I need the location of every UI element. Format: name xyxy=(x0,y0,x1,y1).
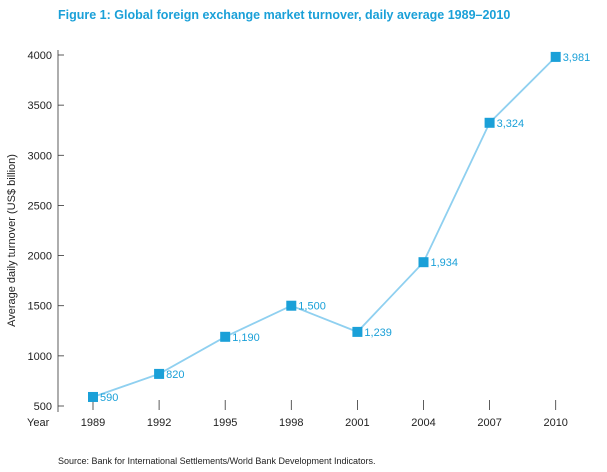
y-tick-label: 4000 xyxy=(28,50,52,62)
data-label: 1,239 xyxy=(364,327,392,339)
data-label: 820 xyxy=(166,369,184,381)
y-tick-label: 2500 xyxy=(28,200,52,212)
y-tick-label: 1000 xyxy=(28,351,52,363)
x-tick-label: 2010 xyxy=(543,417,567,429)
x-tick-label: 2004 xyxy=(411,417,435,429)
data-point xyxy=(88,391,98,402)
y-tick-label: 3500 xyxy=(28,100,52,112)
y-tick-label: 2000 xyxy=(28,251,52,263)
x-tick-label: 1995 xyxy=(213,417,237,429)
y-tick-label: 1500 xyxy=(28,301,52,313)
x-tick-label: 2007 xyxy=(477,417,501,429)
y-axis-title: Average daily turnover (US$ billion) xyxy=(6,154,18,327)
x-tick-label: 1998 xyxy=(279,417,303,429)
data-point xyxy=(220,331,231,342)
data-label: 1,934 xyxy=(431,257,459,269)
data-point xyxy=(418,257,429,268)
data-point xyxy=(154,368,165,379)
y-tick-label: 3000 xyxy=(28,150,52,162)
data-label: 3,981 xyxy=(563,52,591,64)
data-point xyxy=(484,117,495,128)
x-tick-label: 1992 xyxy=(147,417,171,429)
data-point xyxy=(286,300,297,311)
chart-title: Figure 1: Global foreign exchange market… xyxy=(58,8,511,22)
x-tick-label: 2001 xyxy=(345,417,369,429)
y-tick-label: 500 xyxy=(34,401,52,413)
data-label: 1,190 xyxy=(232,332,260,344)
data-point xyxy=(352,326,363,337)
x-tick-label: 1989 xyxy=(81,417,105,429)
data-point xyxy=(550,51,561,62)
series-line xyxy=(92,56,557,398)
data-label: 1,500 xyxy=(298,301,326,313)
data-label: 3,324 xyxy=(497,118,525,130)
source-note: Source: Bank for International Settlemen… xyxy=(58,456,376,466)
x-axis-title: Year xyxy=(27,417,50,429)
data-label: 590 xyxy=(100,392,118,404)
